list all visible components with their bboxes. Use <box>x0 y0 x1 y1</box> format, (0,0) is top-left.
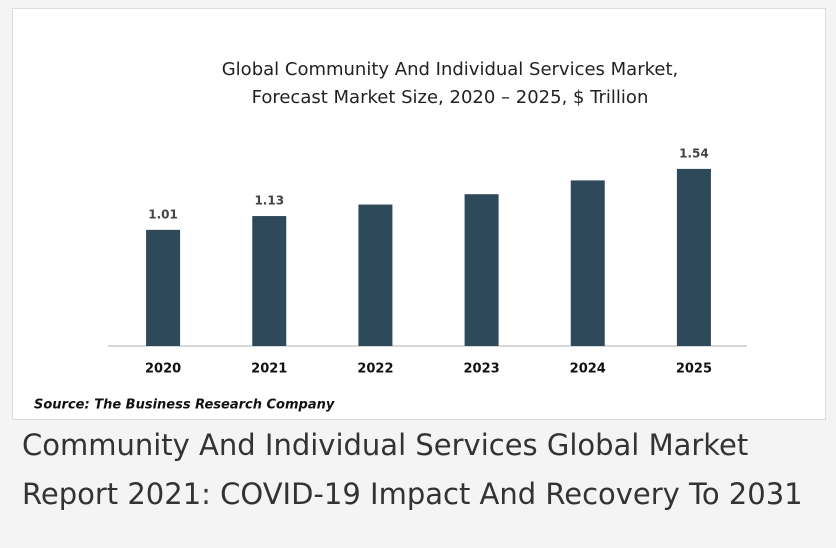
bar <box>252 216 287 346</box>
caption: Report 2021: COVID-19 Impact And Recover… <box>22 477 803 511</box>
x-tick-label: 2023 <box>463 362 499 377</box>
chart: Global Community And Individual Services… <box>34 59 747 413</box>
chart-title: Global Community And Individual Services… <box>222 59 679 80</box>
x-tick-label: 2024 <box>570 362 606 377</box>
x-tick-label: 2022 <box>357 362 393 377</box>
x-tick-label: 2025 <box>676 362 712 377</box>
data-label: 1.13 <box>254 194 284 208</box>
bar <box>570 180 605 346</box>
chart-title: Forecast Market Size, 2020 – 2025, $ Tri… <box>252 87 649 108</box>
x-tick-label: 2021 <box>251 362 287 377</box>
caption: Community And Individual Services Global… <box>22 428 749 462</box>
source: Source: The Business Research Company <box>34 398 335 413</box>
data-label: 1.54 <box>679 146 709 160</box>
x-tick-label: 2020 <box>145 362 181 377</box>
bar <box>146 229 181 346</box>
data-label: 1.01 <box>148 207 178 221</box>
bar <box>464 194 499 346</box>
bar <box>358 204 393 346</box>
bar <box>676 168 711 346</box>
